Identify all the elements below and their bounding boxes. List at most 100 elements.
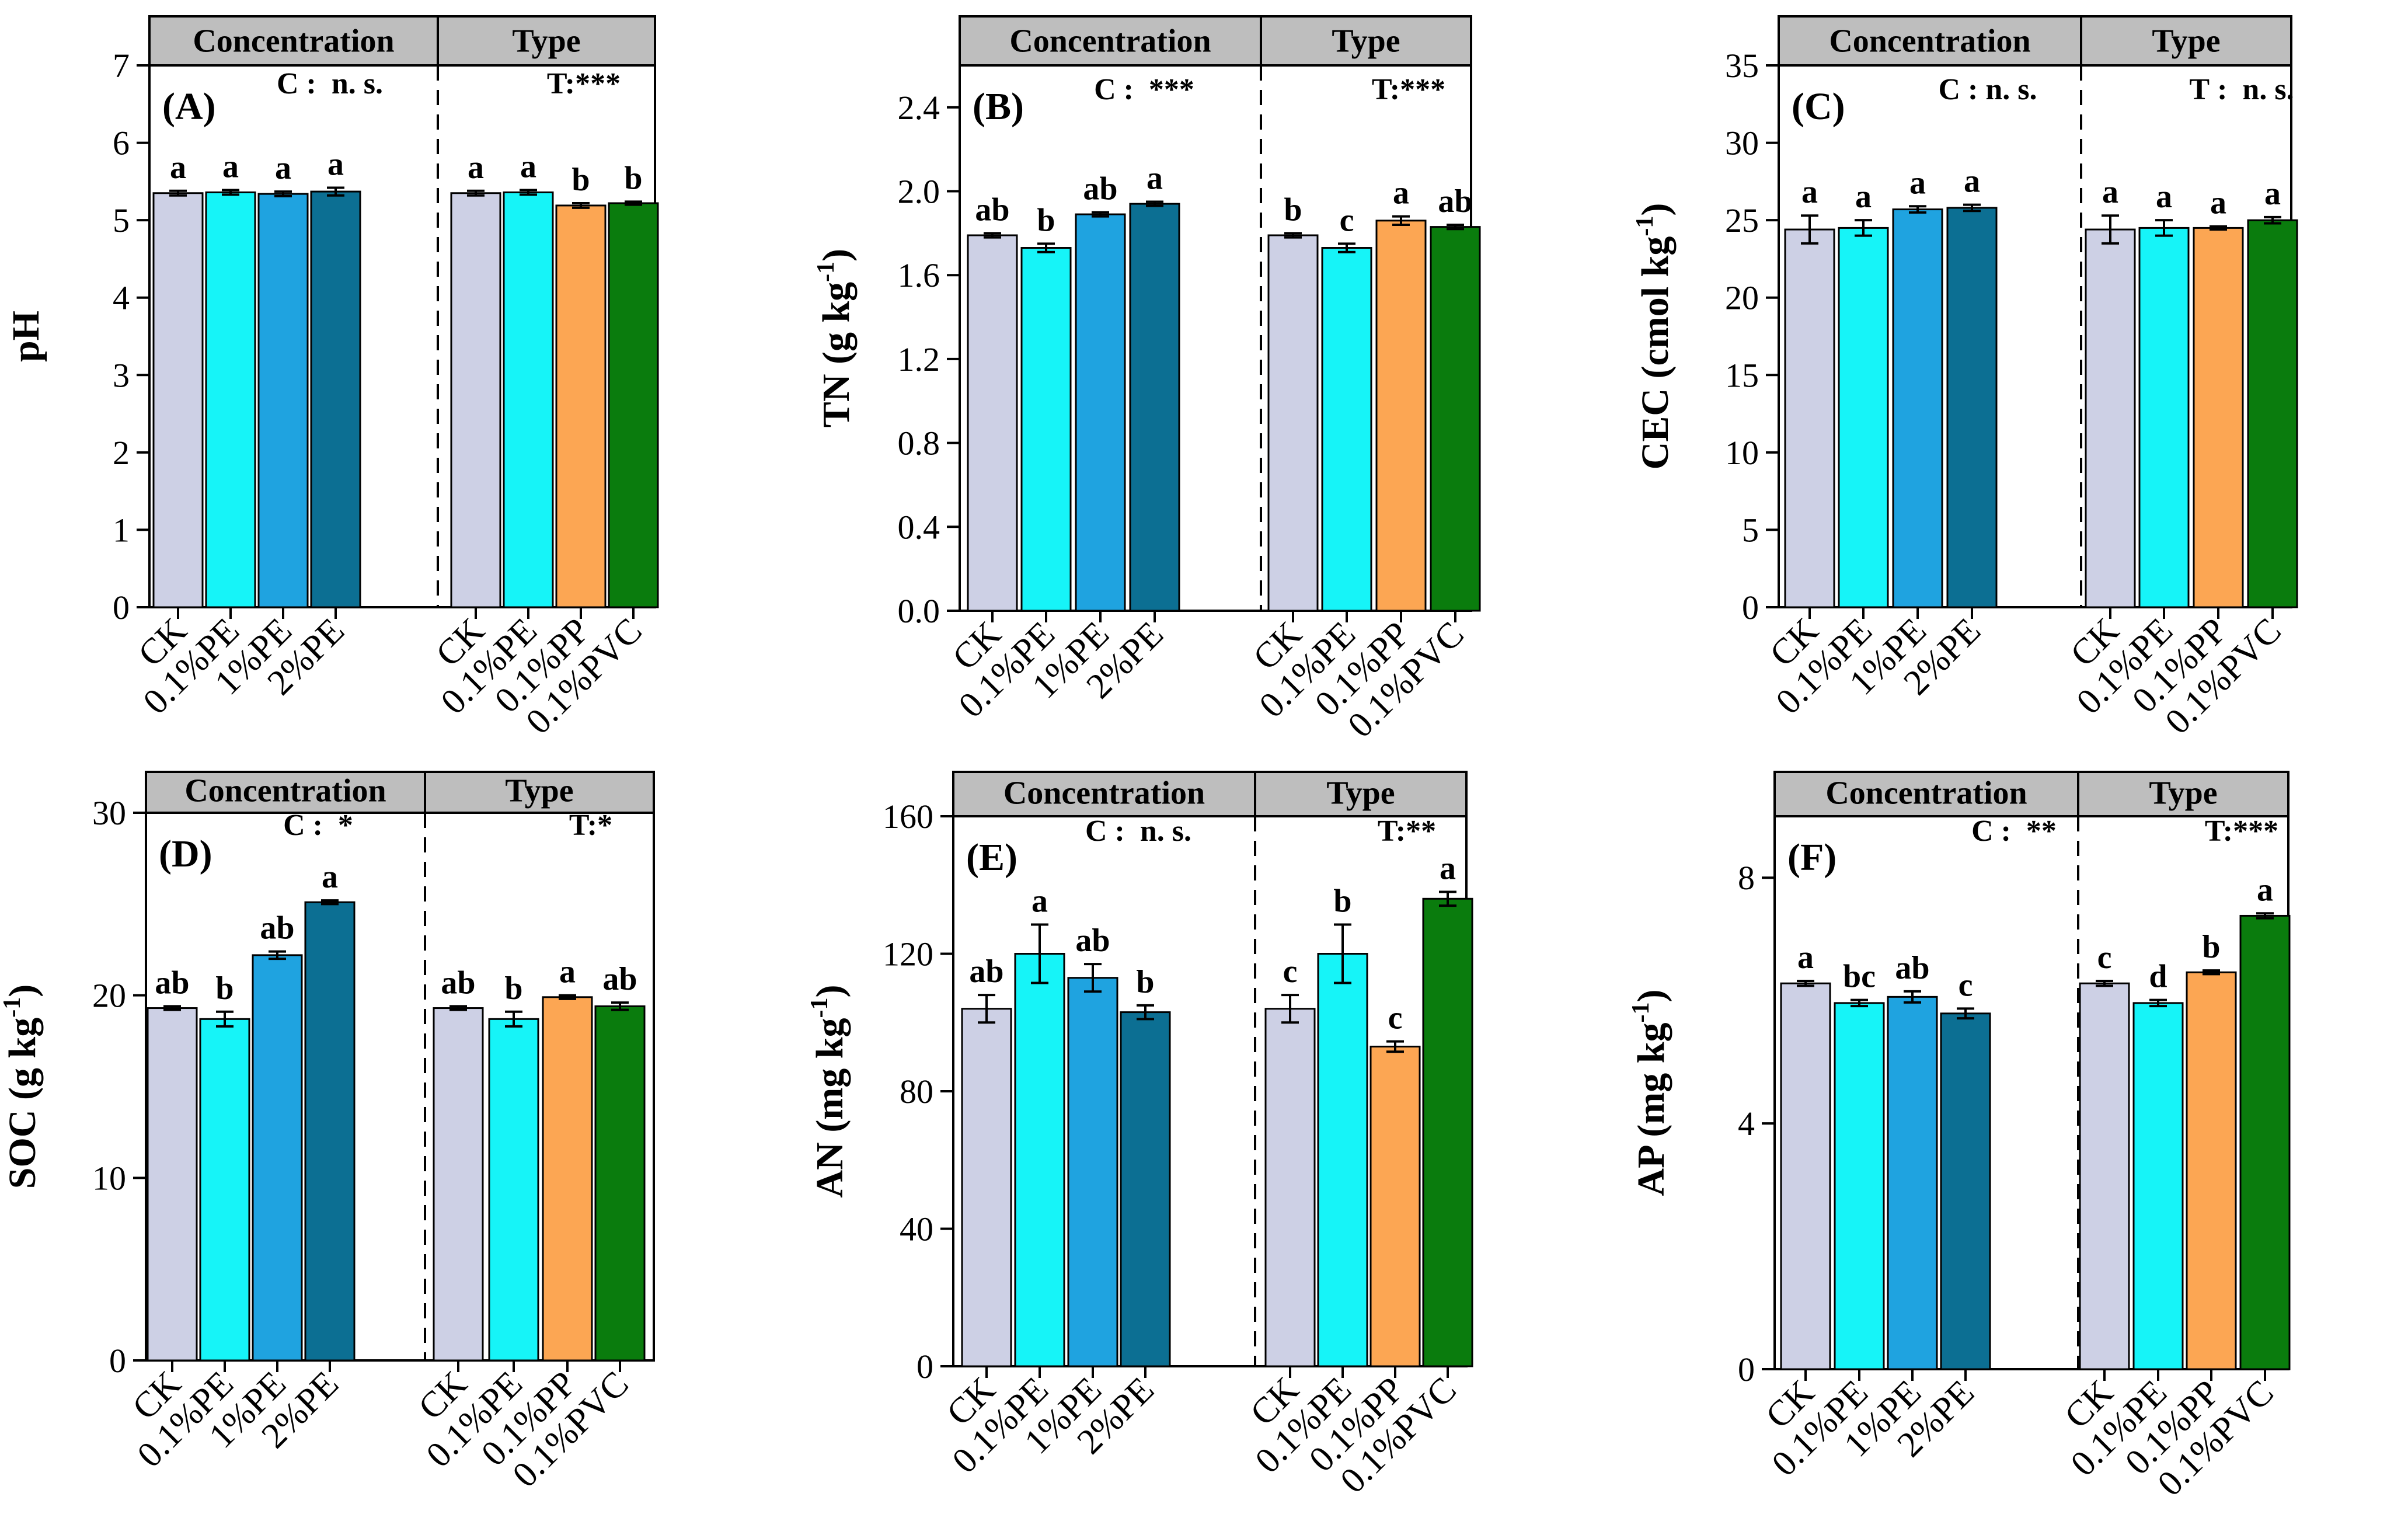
significance-label: C : n. s.: [1085, 815, 1191, 848]
bar-group: cCK: [2057, 939, 2130, 1436]
significance-letter: a: [2257, 872, 2273, 908]
significance-letter: a: [1797, 939, 1814, 976]
y-tick-label: 2.0: [898, 173, 940, 211]
significance-letter: a: [559, 954, 576, 990]
significance-label: C : **: [1971, 815, 2057, 848]
panel-label: (D): [159, 833, 212, 875]
significance-letter: a: [2210, 185, 2226, 221]
bar: [257, 193, 309, 608]
significance-letter: b: [2202, 929, 2220, 965]
significance-label: C : *: [283, 809, 353, 842]
y-axis-label-superscript: -1: [0, 997, 26, 1018]
significance-letter: c: [2097, 939, 2112, 976]
bar: [2239, 914, 2291, 1370]
header-concentration-label: Concentration: [1825, 775, 2027, 812]
y-tick-label: 6: [113, 124, 130, 162]
header-type-label: Type: [1332, 23, 1400, 59]
bar: [503, 191, 554, 608]
significance-letter: a: [222, 148, 239, 185]
significance-letter: bc: [1843, 959, 1876, 995]
significance-letter: a: [2102, 174, 2118, 210]
y-tick-label: 120: [883, 935, 933, 973]
significance-letter: ab: [441, 965, 475, 1001]
bar: [1375, 220, 1427, 612]
y-axis-label: TN (g kg-1): [813, 249, 858, 427]
bar: [1129, 203, 1180, 612]
bar: [1067, 977, 1118, 1367]
y-axis-label: pH: [5, 311, 47, 362]
y-tick-label: 1: [113, 511, 130, 549]
bar: [1946, 207, 1998, 608]
significance-letter: a: [170, 149, 186, 186]
y-tick-label: 8: [1738, 859, 1755, 897]
significance-label: T:***: [1372, 73, 1445, 106]
bar: [252, 954, 303, 1362]
y-tick-label: 20: [1725, 279, 1759, 317]
y-tick-label: 4: [113, 279, 130, 317]
y-axis-label-text: SOC (g kg: [1, 1018, 44, 1189]
header-type-label: Type: [512, 23, 580, 59]
significance-letter: a: [322, 859, 338, 895]
significance-letter: b: [571, 162, 590, 198]
bar-group: aCK: [2063, 174, 2136, 674]
y-tick-label: 10: [1725, 434, 1759, 472]
significance-letter: ab: [1895, 950, 1929, 986]
y-axis-label-superscript: -1: [813, 262, 839, 282]
significance-letter: a: [1393, 175, 1409, 211]
header-strip: [145, 771, 655, 814]
bar: [594, 1005, 646, 1362]
significance-letter: d: [2149, 959, 2167, 995]
bar-group: aCK: [1762, 174, 1835, 674]
y-tick-label: 1.2: [898, 340, 940, 378]
chart-panel-c: Concentration Type 0 5 10 15 20 25 30 35 CEC (cmol…: [1632, 15, 2298, 742]
bar: [488, 1018, 539, 1362]
bar: [1075, 213, 1126, 612]
y-axis-label-close: ): [809, 985, 851, 998]
bar-group: aCK: [131, 149, 204, 674]
bar: [1020, 247, 1072, 612]
bar-group: ab1%PE: [1017, 923, 1118, 1462]
y-tick-label: 1.6: [898, 256, 940, 294]
bar: [1267, 234, 1319, 612]
significance-letter: ab: [155, 965, 189, 1001]
header-concentration-label: Concentration: [184, 772, 386, 809]
bar: [608, 202, 659, 608]
bar: [205, 191, 256, 608]
significance-label: C : n. s.: [277, 67, 383, 100]
y-axis-label-superscript: -1: [806, 997, 833, 1018]
significance-letter: ab: [969, 953, 1003, 990]
y-tick-label: 0: [916, 1348, 933, 1386]
y-tick-label: 15: [1725, 356, 1759, 394]
significance-letter: b: [504, 970, 522, 1007]
significance-letter: b: [624, 160, 642, 196]
bar: [450, 192, 501, 608]
significance-letter: b: [215, 970, 234, 1007]
chart-panel-b: Concentration Type 0.0 0.4 0.8 1.2 1.6 2.0 2.4 TN…: [813, 15, 1481, 746]
y-tick-label: 3: [113, 356, 130, 394]
significance-letter: a: [1031, 883, 1048, 919]
y-tick-label: 30: [92, 794, 126, 832]
y-axis-label: SOC (g kg-1): [0, 984, 44, 1189]
bar: [2079, 982, 2130, 1370]
bar: [2193, 227, 2244, 608]
significance-label: T:**: [1378, 815, 1436, 848]
bar: [1940, 1012, 1991, 1370]
bar: [1264, 1008, 1316, 1367]
y-tick-label: 0: [1742, 589, 1759, 626]
bar: [2085, 228, 2136, 608]
bar: [152, 192, 204, 608]
bar-group: aCK: [1758, 939, 1831, 1436]
significance-letter: a: [1801, 174, 1818, 210]
bar: [1422, 897, 1473, 1367]
bar: [2186, 971, 2237, 1370]
bar-group: d0.1%PE: [2063, 959, 2184, 1484]
y-tick-label: 2.4: [898, 89, 940, 127]
bar: [1317, 953, 1368, 1367]
y-tick-label: 4: [1738, 1105, 1755, 1143]
y-axis-label-superscript: -1: [1628, 1002, 1654, 1022]
chart-panel-e: Concentration Type 0 40 80 120 160 AN (mg kg-1)…: [806, 771, 1473, 1501]
y-tick-label: 10: [92, 1159, 126, 1197]
bar: [147, 1007, 198, 1362]
